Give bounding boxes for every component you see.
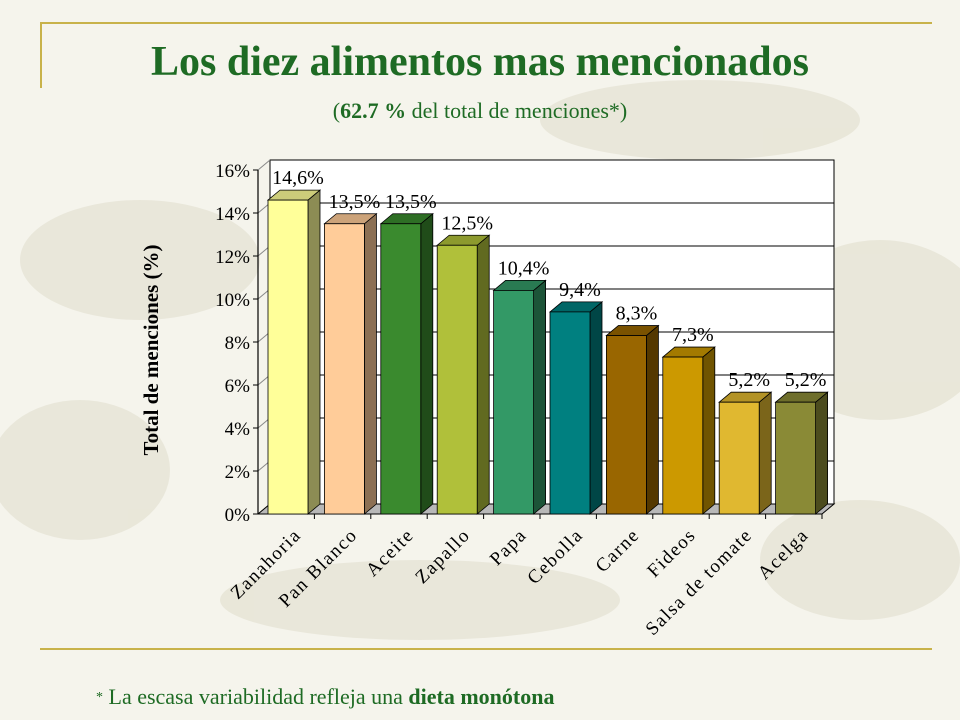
bar-side	[758, 391, 772, 515]
data-label: 13,5%	[329, 191, 381, 213]
footnote-star: *	[96, 690, 103, 705]
data-label: 14,6%	[272, 167, 324, 189]
y-tick-label: 12%	[215, 247, 250, 268]
bar	[267, 199, 309, 515]
data-label: 5,2%	[728, 369, 770, 391]
y-tick-label: 6%	[225, 376, 251, 397]
data-label: 7,3%	[672, 324, 714, 346]
y-axis-label: Total de menciones (%)	[139, 245, 163, 456]
y-tick-label: 0%	[225, 505, 251, 526]
bar	[323, 223, 365, 515]
bar-side	[363, 212, 377, 515]
bar-side	[815, 391, 828, 515]
subtitle-rest: del total de menciones*)	[406, 98, 628, 123]
bar	[775, 401, 816, 515]
bar-side	[646, 324, 659, 515]
y-tick-label: 8%	[225, 333, 251, 354]
category-label: Acelga	[754, 525, 813, 584]
category-label: Cebolla	[523, 525, 587, 589]
bottom-rule	[40, 648, 932, 650]
slide-title: Los diez alimentos mas mencionados	[150, 39, 809, 85]
gridline-side	[257, 159, 271, 171]
data-label: 5,2%	[785, 369, 827, 391]
bar-side	[533, 279, 546, 515]
bar-side	[307, 189, 321, 515]
data-label: 9,4%	[559, 279, 601, 301]
data-label: 8,3%	[616, 303, 658, 325]
bar-side	[589, 301, 603, 515]
category-label: Papa	[486, 525, 531, 570]
bar	[606, 335, 647, 515]
category-label: Carne	[592, 525, 644, 577]
slide-subtitle: (62.7 % del total de menciones*)	[0, 98, 960, 124]
bar	[718, 401, 760, 515]
bar-side	[420, 212, 434, 515]
data-label: 12,5%	[441, 212, 493, 234]
category-label: Aceite	[362, 525, 418, 581]
bar-side	[476, 234, 490, 515]
top-rule	[40, 22, 932, 24]
data-label: 13,5%	[385, 191, 437, 213]
bar	[380, 223, 422, 515]
y-tick-label: 10%	[215, 290, 250, 311]
bar	[662, 356, 704, 515]
footnote-text: La escasa variabilidad refleja una	[103, 684, 409, 709]
y-tick-label: 16%	[215, 161, 250, 182]
category-label: Fideos	[643, 525, 700, 582]
y-tick-label: 14%	[215, 204, 250, 225]
bar	[549, 311, 591, 515]
category-label: Zapallo	[411, 525, 474, 588]
bar	[436, 244, 478, 515]
bar-side	[702, 346, 716, 515]
subtitle-bold: 62.7 %	[340, 98, 407, 123]
footnote: * La escasa variabilidad refleja una die…	[96, 684, 554, 710]
y-tick-label: 4%	[225, 419, 251, 440]
category-label: Salsa de tomate	[642, 525, 757, 640]
data-label: 10,4%	[498, 257, 550, 279]
bar	[493, 289, 535, 515]
y-tick-label: 2%	[225, 462, 251, 483]
left-rule	[40, 22, 42, 88]
subtitle-open: (	[332, 98, 341, 123]
footnote-bold: dieta monótona	[408, 684, 555, 709]
